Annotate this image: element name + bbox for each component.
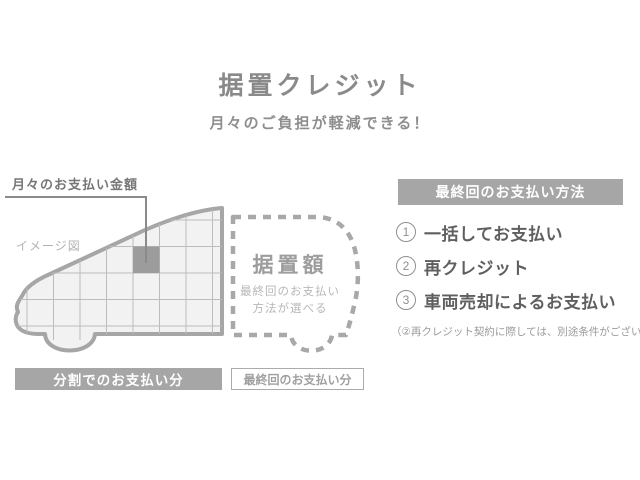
final-portion-bar: 最終回のお支払い分 [231, 368, 364, 390]
final-portion-label: 最終回のお支払い分 [243, 372, 352, 387]
option-1-number-badge: 1 [396, 222, 416, 242]
page-subtitle: 月々のご負担が軽減できる！ [209, 115, 431, 132]
option-3-label: 車両売却によるお支払い [424, 292, 616, 312]
deferred-subtitle-line1: 最終回のお支払い [240, 286, 340, 298]
option-2-number-badge: 2 [396, 256, 416, 276]
option-1-label: 一括してお支払い [424, 224, 563, 244]
installment-portion-label: 分割でのお支払い分 [53, 373, 184, 388]
deferred-section-shape [230, 214, 361, 353]
deferred-subtitle-line2: 方法が選べる [252, 303, 328, 315]
deferred-amount-subtitle: 最終回のお支払い 方法が選べる [223, 284, 357, 318]
recredit-conditions-note: （②再クレジット契約に際しては、別途条件がございます） [391, 326, 640, 338]
payment-option-2: 2 再クレジット [396, 255, 529, 278]
installment-portion-bar: 分割でのお支払い分 [15, 368, 222, 390]
final-payment-method-header-label: 最終回のお支払い方法 [435, 184, 586, 200]
payment-option-1: 1 一括してお支払い [396, 221, 563, 244]
car-body-shape [13, 206, 224, 353]
option-2-label: 再クレジット [424, 258, 529, 278]
deferred-amount-title: 据置額 [252, 254, 328, 277]
option-3-number-badge: 3 [396, 290, 416, 310]
final-payment-method-header: 最終回のお支払い方法 [398, 179, 623, 205]
payment-option-3: 3 車両売却によるお支払い [396, 289, 616, 312]
monthly-label-leader-line [5, 196, 147, 263]
monthly-payment-label: 月々のお支払い金額 [12, 177, 139, 192]
image-disclaimer-label: イメージ図 [16, 239, 81, 253]
page-title: 据置クレジット [218, 72, 422, 100]
